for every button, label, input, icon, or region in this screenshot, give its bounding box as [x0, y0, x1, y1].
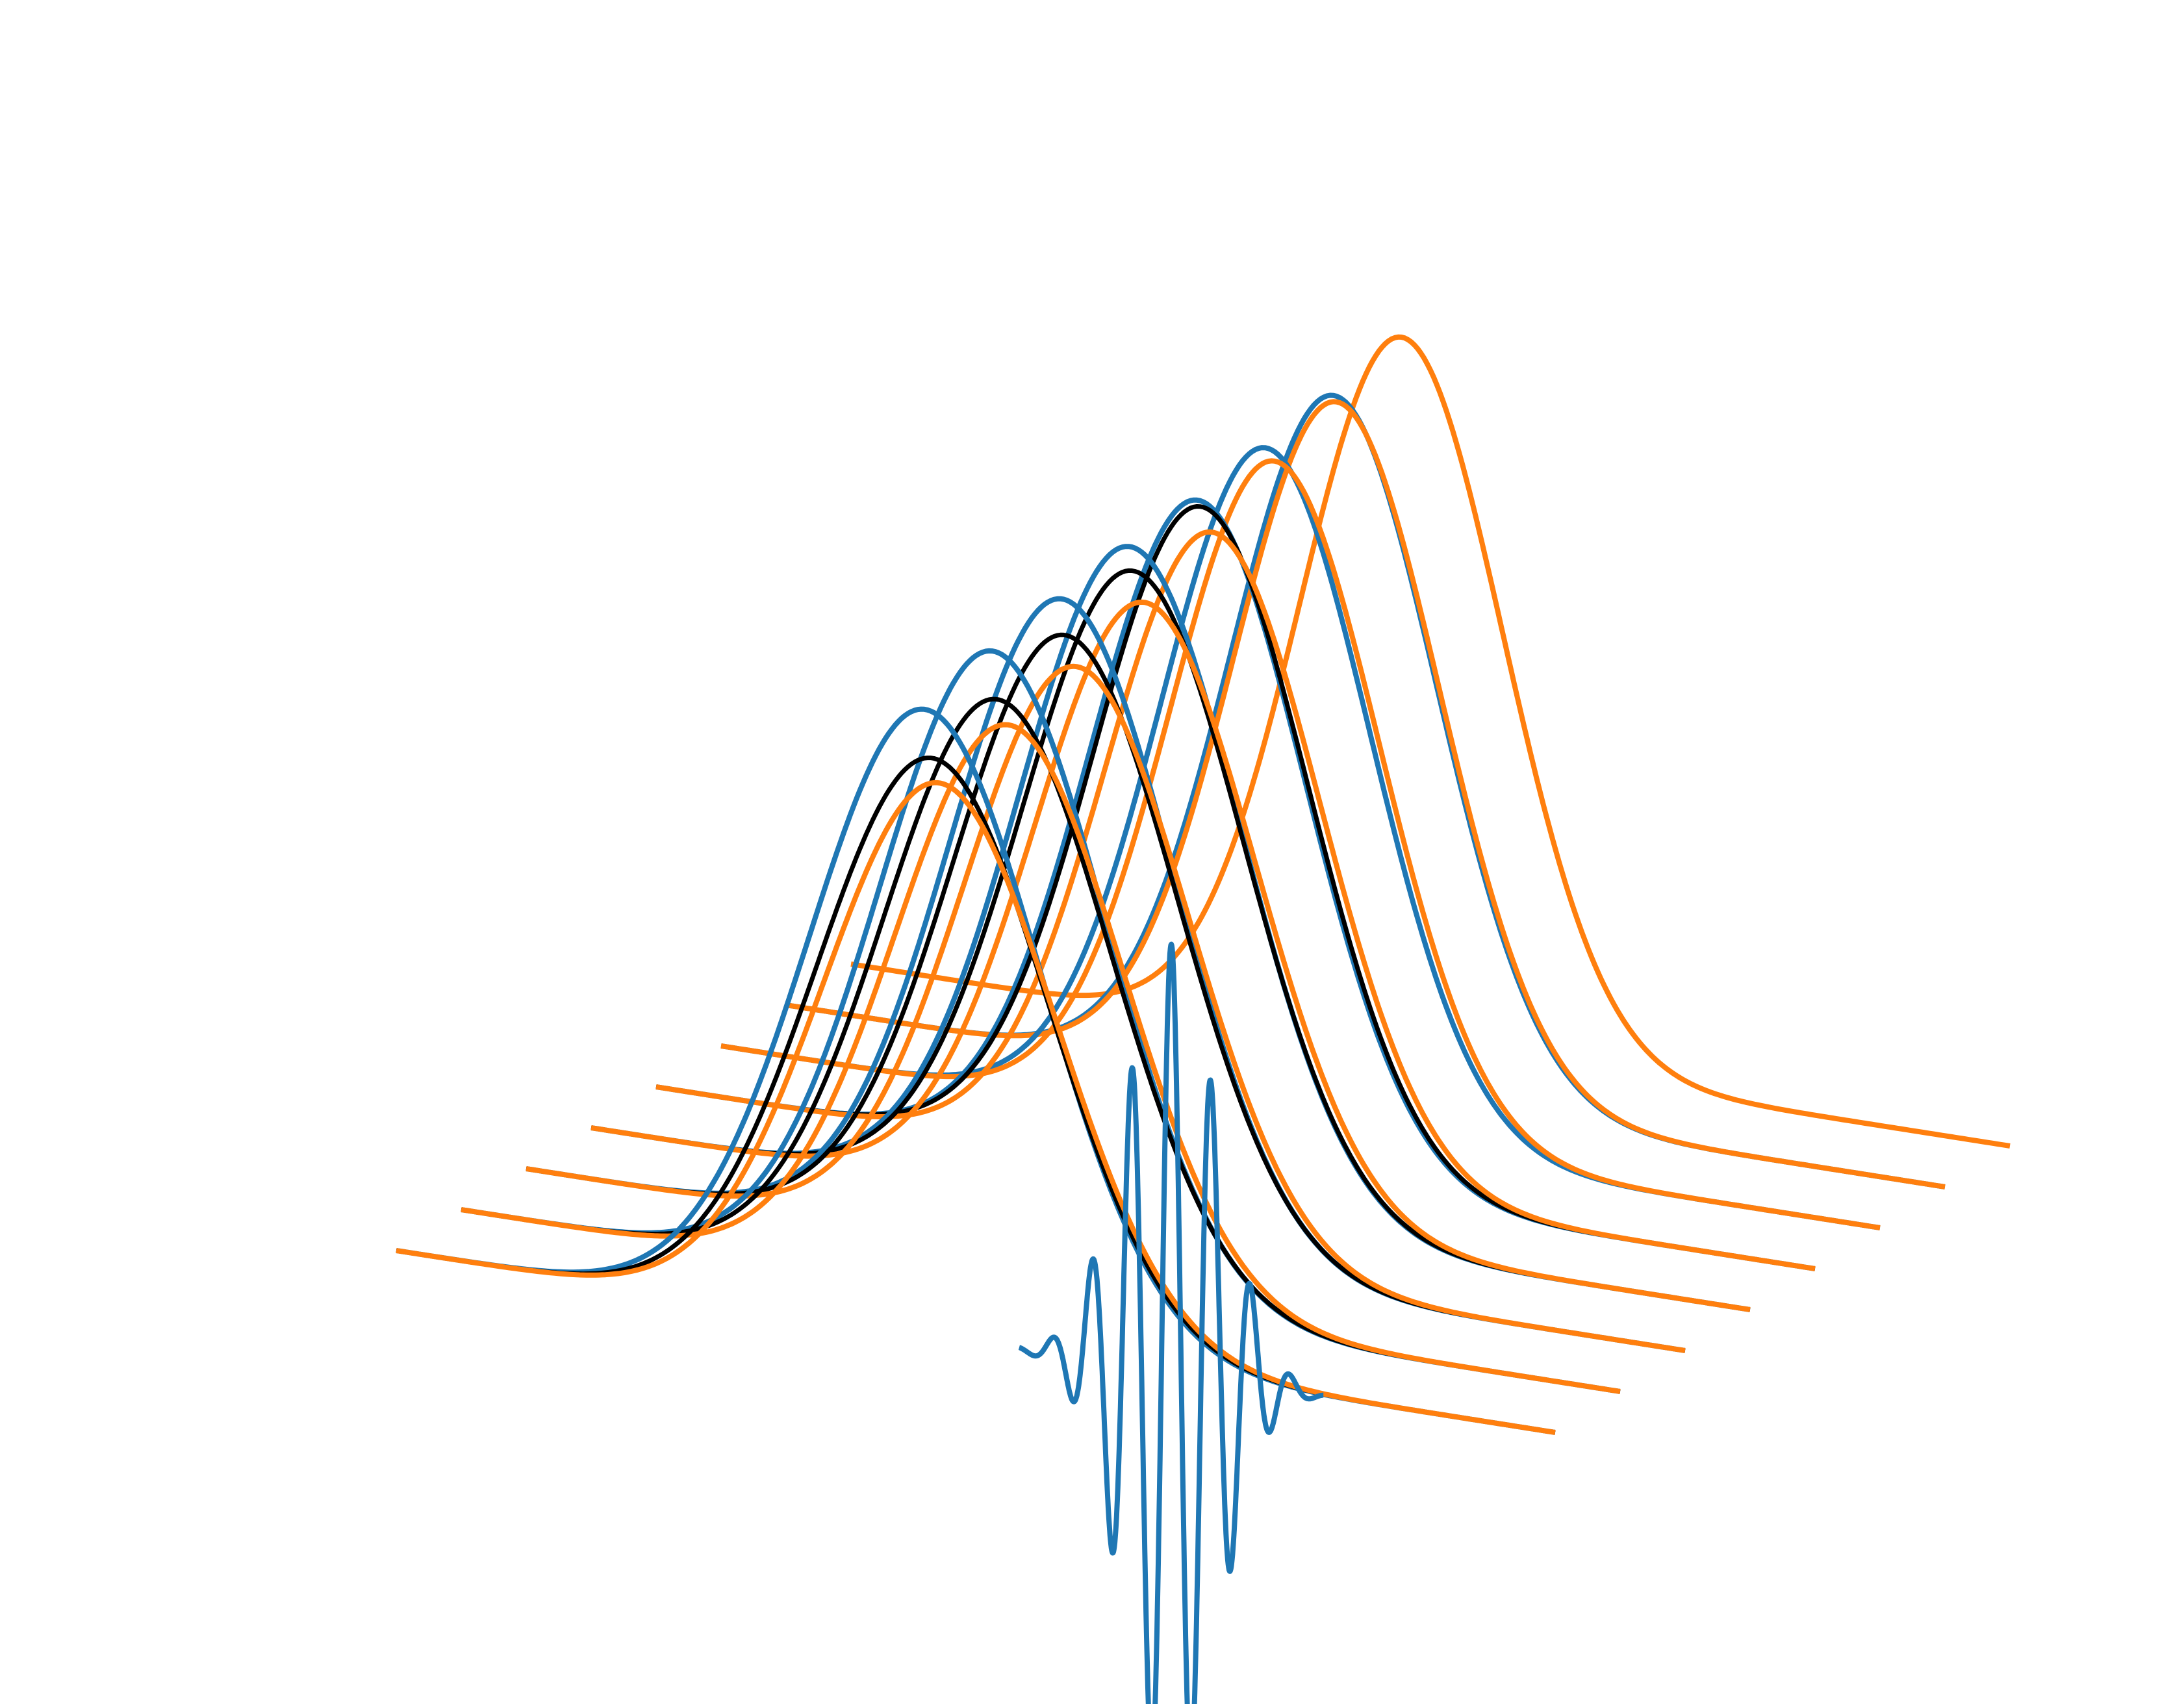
trace-line-slice-6-18 — [785, 399, 1946, 1189]
trace-line-slice-0-1 — [396, 756, 1556, 1435]
trace-line-slice-7-19 — [850, 334, 2011, 1149]
trace-line-slice-1-5 — [461, 722, 1621, 1394]
chart-traces — [396, 334, 2011, 1704]
trace-line-slice-6-17 — [785, 392, 1946, 1189]
trace-line-slice-0-2 — [396, 780, 1556, 1435]
trace-line-slice-1-3 — [461, 648, 1621, 1394]
trace-line-slice-5-16 — [720, 458, 1881, 1230]
trace-line-slice-3-11 — [590, 599, 1751, 1312]
trace-line-slice-0-20 — [1017, 941, 1326, 1704]
